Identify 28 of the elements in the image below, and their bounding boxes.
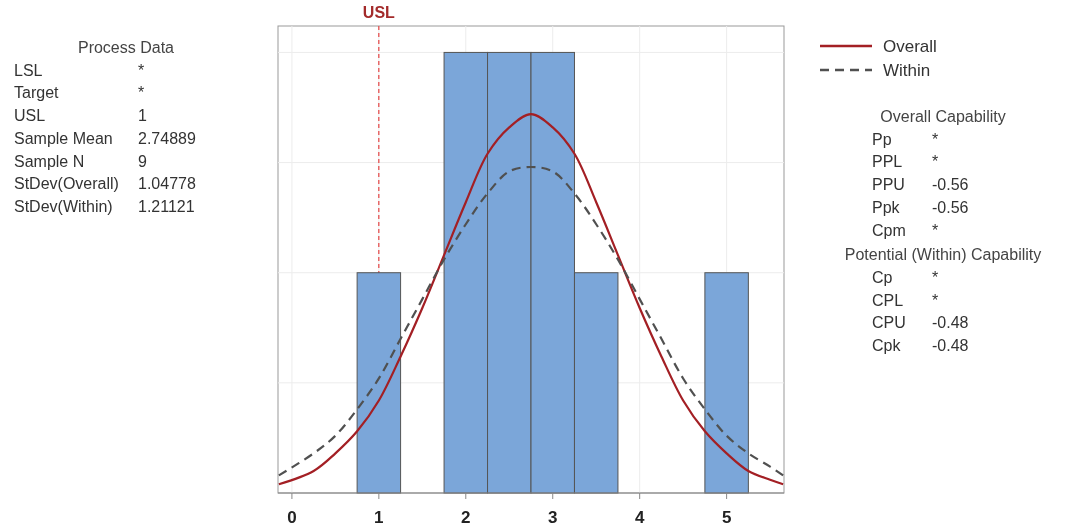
- x-tick-label: 2: [461, 508, 471, 527]
- text: Ppk -0.56: [872, 198, 969, 216]
- text: CPU -0.48: [872, 314, 969, 332]
- text: Target *: [14, 84, 145, 102]
- x-tick-label: 3: [548, 508, 558, 527]
- legend-label: Within: [883, 61, 931, 80]
- text: StDev(Overall) 1.04778: [14, 175, 196, 193]
- x-tick-label: 1: [374, 508, 384, 527]
- text: LSL *: [14, 61, 145, 79]
- text: USL 1: [14, 107, 147, 125]
- text: Process Data: [77, 39, 175, 56]
- text: Potential (Within) Capability: [844, 246, 1042, 264]
- text: Pp *: [872, 130, 939, 148]
- text: Cpm *: [872, 221, 939, 239]
- text: Sample N 9: [14, 152, 147, 170]
- text: Overall Capability: [880, 108, 1006, 125]
- x-tick-label: 4: [634, 508, 645, 527]
- text: CPL *: [872, 291, 939, 309]
- ref-line-label: USL: [362, 4, 396, 21]
- text: Cp *: [872, 268, 939, 286]
- legend-label: Overall: [883, 37, 937, 56]
- text: PPL *: [872, 153, 939, 171]
- text: PPU -0.56: [872, 176, 969, 194]
- text: Sample Mean 2.74889: [14, 129, 196, 147]
- text: StDev(Within) 1.21121: [14, 197, 195, 215]
- x-tick-label: 5: [721, 508, 732, 527]
- text: Cpk -0.48: [872, 337, 969, 354]
- x-tick-label: 0: [287, 508, 297, 527]
